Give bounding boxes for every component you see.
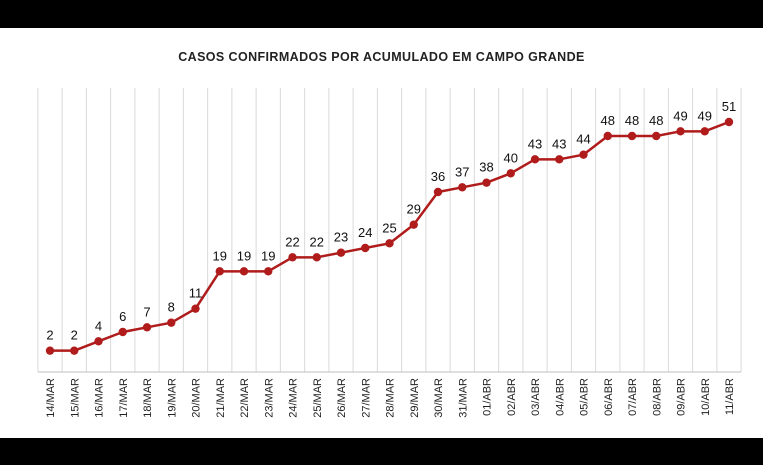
x-tick-label: 16/MAR [94,378,106,418]
data-label: 2 [71,328,78,343]
data-point [482,178,491,187]
x-tick-label: 02/ABR [506,378,518,416]
x-tick-label: 11/ABR [724,378,736,415]
data-label: 48 [625,113,639,128]
x-tick-label: 14/MAR [45,378,57,418]
data-point [264,267,273,276]
x-tick-label: 20/MAR [191,378,203,418]
data-point [555,155,564,164]
data-label: 37 [455,164,469,179]
chart-canvas: CASOS CONFIRMADOS POR ACUMULADO EM CAMPO… [0,28,763,438]
x-tick-label: 08/ABR [651,378,663,416]
data-label: 44 [576,132,590,147]
data-label: 19 [213,248,227,263]
data-label: 7 [143,304,150,319]
data-point [191,304,200,313]
data-point [167,318,176,327]
x-tick-label: 19/MAR [166,378,178,418]
x-tick-label: 31/MAR [457,378,469,418]
data-point [94,337,103,346]
data-label: 4 [95,318,102,333]
data-label: 25 [382,220,396,235]
data-point [336,248,346,257]
x-tick-label: 17/MAR [118,378,130,418]
x-tick-label: 22/MAR [239,378,251,418]
data-label: 49 [698,108,712,123]
data-label: 24 [358,225,372,240]
x-tick-label: 28/MAR [385,378,397,418]
data-label: 43 [528,136,542,151]
data-point [215,267,224,276]
data-point [700,127,709,136]
data-label: 23 [334,230,348,245]
x-tick-label: 30/MAR [433,378,445,418]
x-tick-label: 29/MAR [409,378,421,418]
data-label: 19 [237,248,251,263]
data-point [118,327,127,337]
data-label: 49 [673,108,687,123]
chart-title: CASOS CONFIRMADOS POR ACUMULADO EM CAMPO… [178,50,585,64]
x-tick-label: 10/ABR [700,378,712,416]
data-label: 22 [310,234,324,249]
data-point [70,346,79,355]
data-label: 43 [552,136,566,151]
data-label: 36 [431,169,445,184]
data-point [458,183,467,192]
x-tick-label: 25/MAR [312,378,324,418]
data-point [579,150,588,159]
x-tick-label: 18/MAR [142,378,154,418]
data-label: 2 [46,328,53,343]
data-point [385,239,394,248]
x-tick-label: 03/ABR [530,378,542,416]
data-point [724,117,734,127]
x-tick-label: 05/ABR [579,378,591,416]
data-label: 11 [189,286,203,301]
data-label: 48 [649,113,663,128]
x-tick-label: 23/MAR [263,378,275,418]
data-point [288,253,297,262]
x-tick-label: 04/ABR [554,378,566,416]
data-point [409,220,418,229]
data-point [142,323,152,332]
x-tick-label: 27/MAR [360,378,372,418]
x-tick-label: 15/MAR [69,378,81,418]
data-label: 48 [601,113,615,128]
data-point [433,187,443,197]
data-point [627,131,637,141]
data-label: 19 [261,248,275,263]
x-tick-label: 06/ABR [603,378,615,416]
series-line [50,120,730,352]
x-tick-label: 01/ABR [482,378,494,416]
x-tick-label: 09/ABR [676,378,688,416]
data-label: 51 [722,99,736,114]
data-label: 6 [119,309,126,324]
data-label: 38 [479,160,493,175]
data-label: 29 [407,202,421,217]
data-point [530,155,540,164]
data-label: 8 [168,300,175,315]
data-point [239,267,249,276]
data-point [603,131,612,141]
data-point [312,253,321,262]
data-point [652,131,661,141]
data-point [676,127,685,136]
data-label: 22 [285,234,299,249]
x-tick-label: 07/ABR [627,378,639,416]
x-tick-label: 26/MAR [336,378,348,418]
data-point [45,346,55,355]
x-tick-label: 24/MAR [288,378,300,418]
data-label: 40 [504,150,518,165]
x-tick-label: 21/MAR [215,378,227,418]
data-point [361,243,370,253]
data-point [506,169,515,178]
